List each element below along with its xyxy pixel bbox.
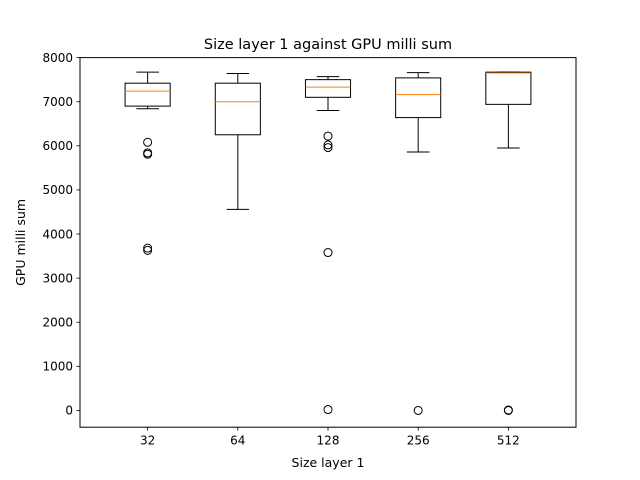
- y-tick-label: 5000: [42, 183, 73, 197]
- y-tick-label: 0: [65, 404, 73, 418]
- y-tick-label: 3000: [42, 271, 73, 285]
- y-axis: 0 1000 2000 3000 4000 5000 6000 7000 8000: [42, 51, 80, 418]
- outlier-point: [323, 405, 333, 415]
- outlier-point: [503, 405, 513, 415]
- outlier-point: [143, 149, 153, 159]
- box-group-32: [124, 71, 171, 255]
- y-tick-label: 1000: [42, 360, 73, 374]
- box-series: [124, 71, 532, 415]
- x-tick-label: 32: [140, 434, 155, 448]
- outlier-point: [323, 140, 333, 150]
- y-tick-label: 8000: [42, 51, 73, 65]
- box-group-64: [214, 72, 261, 210]
- y-tick-label: 2000: [42, 316, 73, 330]
- chart-title: Size layer 1 against GPU milli sum: [204, 37, 452, 53]
- box-group-256: [395, 72, 442, 415]
- x-axis-label: Size layer 1: [292, 455, 365, 470]
- y-axis-label: GPU milli sum: [13, 199, 28, 286]
- box-iqr: [395, 77, 442, 119]
- box-group-128: [304, 76, 352, 415]
- box-iqr: [304, 79, 352, 98]
- outlier-point: [143, 137, 153, 147]
- x-tick-label: 256: [407, 434, 430, 448]
- outlier-point: [143, 245, 153, 255]
- x-tick-label: 64: [230, 434, 245, 448]
- y-tick-label: 4000: [42, 227, 73, 241]
- outlier-point: [323, 248, 333, 258]
- x-tick-label: 128: [317, 434, 340, 448]
- x-tick-label: 512: [497, 434, 520, 448]
- x-axis: 32 64 128 256 512: [140, 427, 520, 448]
- outlier-point: [413, 405, 423, 415]
- plot-area: [79, 57, 577, 428]
- box-iqr: [485, 71, 532, 105]
- box-iqr: [124, 82, 171, 107]
- outlier-point: [143, 243, 153, 253]
- y-tick-label: 7000: [42, 95, 73, 109]
- y-tick-label: 6000: [42, 139, 73, 153]
- outlier-point: [323, 131, 333, 141]
- outlier-point: [323, 143, 333, 153]
- box-iqr: [214, 82, 261, 136]
- box-group-512: [485, 71, 532, 415]
